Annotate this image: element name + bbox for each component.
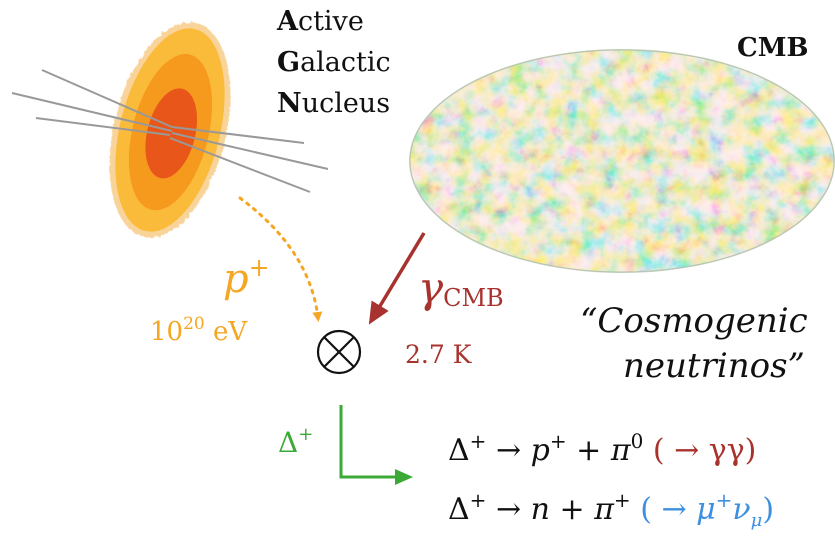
agn-core — [145, 88, 198, 179]
proton-dotted-arrow — [238, 196, 323, 322]
svg-text:Active: Active — [276, 6, 364, 37]
interaction-vertex-icon — [316, 329, 362, 375]
cosmogenic-line2: neutrinos” — [623, 346, 805, 386]
photon-arrow — [368, 232, 426, 325]
agn-label: Active Galactic Nucleus — [276, 6, 391, 119]
agn-label-initial-n: N — [277, 88, 302, 119]
agn-label-rest-a: ctive — [298, 6, 364, 37]
agn-label-initial-g: G — [277, 47, 300, 78]
photon-label: γCMB — [418, 263, 504, 312]
reaction-2: Δ+ → n + π+ ( → μ+νμ) — [448, 488, 774, 531]
delta-decay-bracket-arrow — [339, 405, 413, 485]
cosmogenic-line1: “Cosmogenic — [580, 301, 808, 341]
agn-jet-lines — [11, 69, 329, 193]
proton-energy: 1020 eV — [150, 314, 248, 347]
photon-temperature: 2.7 K — [405, 340, 473, 369]
agn-label-initial-a: A — [276, 6, 299, 37]
agn-illustration — [11, 22, 329, 238]
agn-label-rest-n: ucleus — [302, 88, 390, 119]
cmb-sky-map — [409, 49, 835, 273]
proton-label: p+ — [223, 253, 270, 302]
cmb-label: CMB — [737, 33, 808, 63]
svg-text:Galactic: Galactic — [277, 47, 391, 78]
svg-text:Nucleus: Nucleus — [277, 88, 390, 119]
reaction-1: Δ+ → p+ + π0 ( → γγ) — [448, 429, 756, 468]
cosmogenic-neutrinos-label: “Cosmogenic neutrinos” — [580, 301, 808, 386]
agn-label-rest-g: alactic — [300, 47, 391, 78]
delta-label: Δ+ — [278, 424, 313, 459]
